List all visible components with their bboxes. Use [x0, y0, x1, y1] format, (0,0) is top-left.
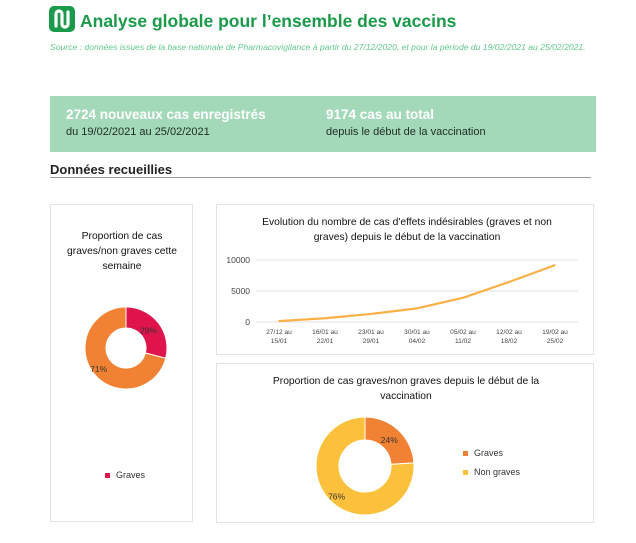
- legend-label: Non graves: [474, 467, 521, 477]
- legend-item-non-graves: Non graves: [463, 467, 520, 477]
- data-label: 24%: [381, 435, 398, 445]
- data-label: 76%: [328, 491, 345, 501]
- x-tick-label: 27/12 au 15/01: [266, 329, 292, 345]
- legend-swatch: [463, 469, 468, 475]
- x-tick-label: 16/01 au 22/01: [312, 329, 338, 345]
- x-tick-label: 19/02 au 25/02: [542, 329, 568, 345]
- slice-graves: [125, 306, 168, 359]
- x-tick-label: 12/02 au 18/02: [496, 329, 522, 345]
- data-point: [416, 307, 418, 310]
- new-cases-period: du 19/02/2021 au 25/02/2021: [66, 126, 210, 138]
- chart-title: Proportion de cas graves/non graves cett…: [67, 231, 177, 272]
- slice-non-graves: [84, 306, 167, 390]
- y-tick-label: 10000: [226, 255, 250, 265]
- legend-label: Graves: [116, 470, 146, 480]
- data-point: [278, 320, 280, 322]
- data-point: [370, 313, 372, 315]
- section-divider: [50, 177, 591, 178]
- legend-swatch: [105, 472, 110, 478]
- page-title: Analyse globale pour l’ensemble des vacc…: [80, 11, 457, 31]
- data-point: [554, 264, 556, 266]
- legend-label: Graves: [474, 448, 504, 458]
- x-tick-label: 30/01 au 04/02: [404, 329, 430, 345]
- weekly-donut-chart: 29% 71%: [84, 306, 168, 390]
- total-donut-chart: 24% 76%: [315, 416, 415, 516]
- legend-item-graves: Graves: [105, 470, 145, 480]
- new-cases-title: 2724 nouveaux cas enregistrés: [66, 107, 266, 122]
- summary-banner: 2724 nouveaux cas enregistrés du 19/02/2…: [50, 96, 596, 152]
- series-line: [278, 264, 556, 323]
- y-tick-label: 5000: [231, 286, 250, 296]
- x-tick-label: 05/02 au 11/02: [450, 329, 476, 345]
- total-proportion-card: Proportion de cas graves/non graves depu…: [216, 363, 594, 523]
- slice-non-graves: [315, 416, 415, 516]
- source-note: Source : données issues de la base natio…: [50, 42, 586, 52]
- data-label: 29%: [140, 326, 157, 336]
- legend-item-graves: Graves: [463, 448, 503, 458]
- chart-title: Proportion de cas graves/non graves depu…: [272, 376, 540, 402]
- evolution-line-chart: 0 5000 10000 27/12 au 15/01 16/01 au 22/01 23/0…: [226, 255, 578, 345]
- data-label: 71%: [90, 364, 107, 374]
- total-cases-period: depuis le début de la vaccination: [326, 126, 486, 138]
- logo-icon: [49, 6, 75, 32]
- weekly-proportion-card: Proportion de cas graves/non graves cett…: [50, 204, 193, 522]
- total-cases-title: 9174 cas au total: [326, 107, 435, 122]
- section-title: Données recueillies: [50, 162, 173, 177]
- evolution-card: Evolution du nombre de cas d'effets indé…: [216, 204, 594, 355]
- data-point: [324, 317, 326, 320]
- chart-title: Evolution du nombre de cas d'effets indé…: [262, 217, 552, 243]
- legend-swatch: [463, 450, 468, 456]
- x-tick-label: 23/01 au 29/01: [358, 329, 384, 345]
- data-point: [462, 297, 464, 299]
- data-point: [508, 281, 510, 283]
- y-tick-label: 0: [245, 317, 250, 327]
